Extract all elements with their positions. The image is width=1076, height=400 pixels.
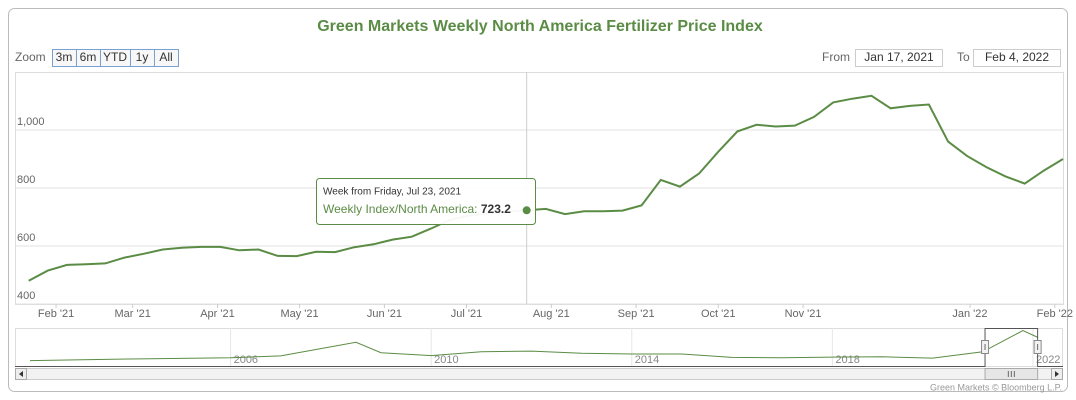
x-tick-label: Mar '21 [114,308,150,320]
scrollbar-track [15,368,1063,380]
zoom-button[interactable]: 3m [52,49,77,67]
navigator-tick-label: 2014 [635,354,659,366]
zoom-button[interactable]: All [154,49,179,67]
x-tick-label: May '21 [280,308,318,320]
navigator-frame [15,328,1063,367]
x-tick-label: Aug '21 [533,308,570,320]
x-tick-label: Feb '21 [38,308,74,320]
navigator-tick-label: 2010 [434,354,458,366]
x-tick-label: Jun '21 [367,308,402,320]
zoom-button-label[interactable]: 1y [136,50,149,64]
zoom-button-label[interactable]: All [159,50,172,64]
chart-frame [8,8,1068,392]
scrollbar-right-arrow [1055,371,1059,377]
x-tick-label: Oct '21 [701,308,736,320]
x-tick-label: Sep '21 [618,308,655,320]
zoom-button[interactable]: 6m [76,49,101,67]
x-tick-label: Jul '21 [451,308,482,320]
from-label: From [822,50,850,64]
from-input[interactable] [855,49,943,67]
from-value[interactable]: Jan 17, 2021 [864,50,934,64]
series-line [28,94,1064,282]
tooltip: Week from Friday, Jul 23, 2021 Weekly In… [316,178,536,225]
tooltip-box [316,178,536,225]
zoom-button-label[interactable]: YTD [103,50,127,64]
x-tick-label: Jan '22 [952,308,987,320]
scrollbar-left-arrow [19,371,23,377]
scrollbar-grip [1007,371,1015,377]
to-label: To [957,50,970,64]
x-tick-label: Nov '21 [785,308,822,320]
tooltip-body: Weekly Index/North America: 723.2 [323,202,511,216]
credits: Green Markets © Bloomberg L.P. [930,382,1062,392]
x-tick-label: Apr '21 [200,308,235,320]
plot: 400 600 800 1,000 Feb '21 Mar '21 Apr '21 May '… [15,94,1073,320]
to-value[interactable]: Feb 4, 2022 [985,50,1049,64]
navigator-series [29,330,1039,362]
chart-title: Green Markets Weekly North America Ferti… [317,18,763,35]
y-tick-label: 600 [17,232,35,244]
zoom-button[interactable]: YTD [100,49,131,67]
tooltip-value: 723.2 [481,202,511,216]
navigator-outline [15,328,1063,367]
zoom-buttons: 3m 6m YTD 1y All [52,49,179,67]
hover-point [522,206,531,215]
y-tick-label: 800 [17,174,35,186]
zoom-button[interactable]: 1y [130,49,155,67]
y-tick-label: 1,000 [17,116,45,128]
zoom-button-label[interactable]: 6m [80,50,97,64]
navigator-mask [15,329,985,366]
x-tick-label: Feb '22 [1037,308,1073,320]
navigator: 2006 2010 2014 2018 2022 [15,328,1063,380]
zoom-label: Zoom [15,50,46,64]
tooltip-header: Week from Friday, Jul 23, 2021 [323,187,461,198]
tooltip-label: Weekly Index/North America: [323,202,478,216]
navigator-tick-label: 2022 [1036,354,1060,366]
zoom-button-label[interactable]: 3m [56,50,73,64]
zoom-button-box[interactable] [154,49,179,67]
y-tick-label: 400 [17,290,35,302]
to-input[interactable] [973,49,1061,67]
